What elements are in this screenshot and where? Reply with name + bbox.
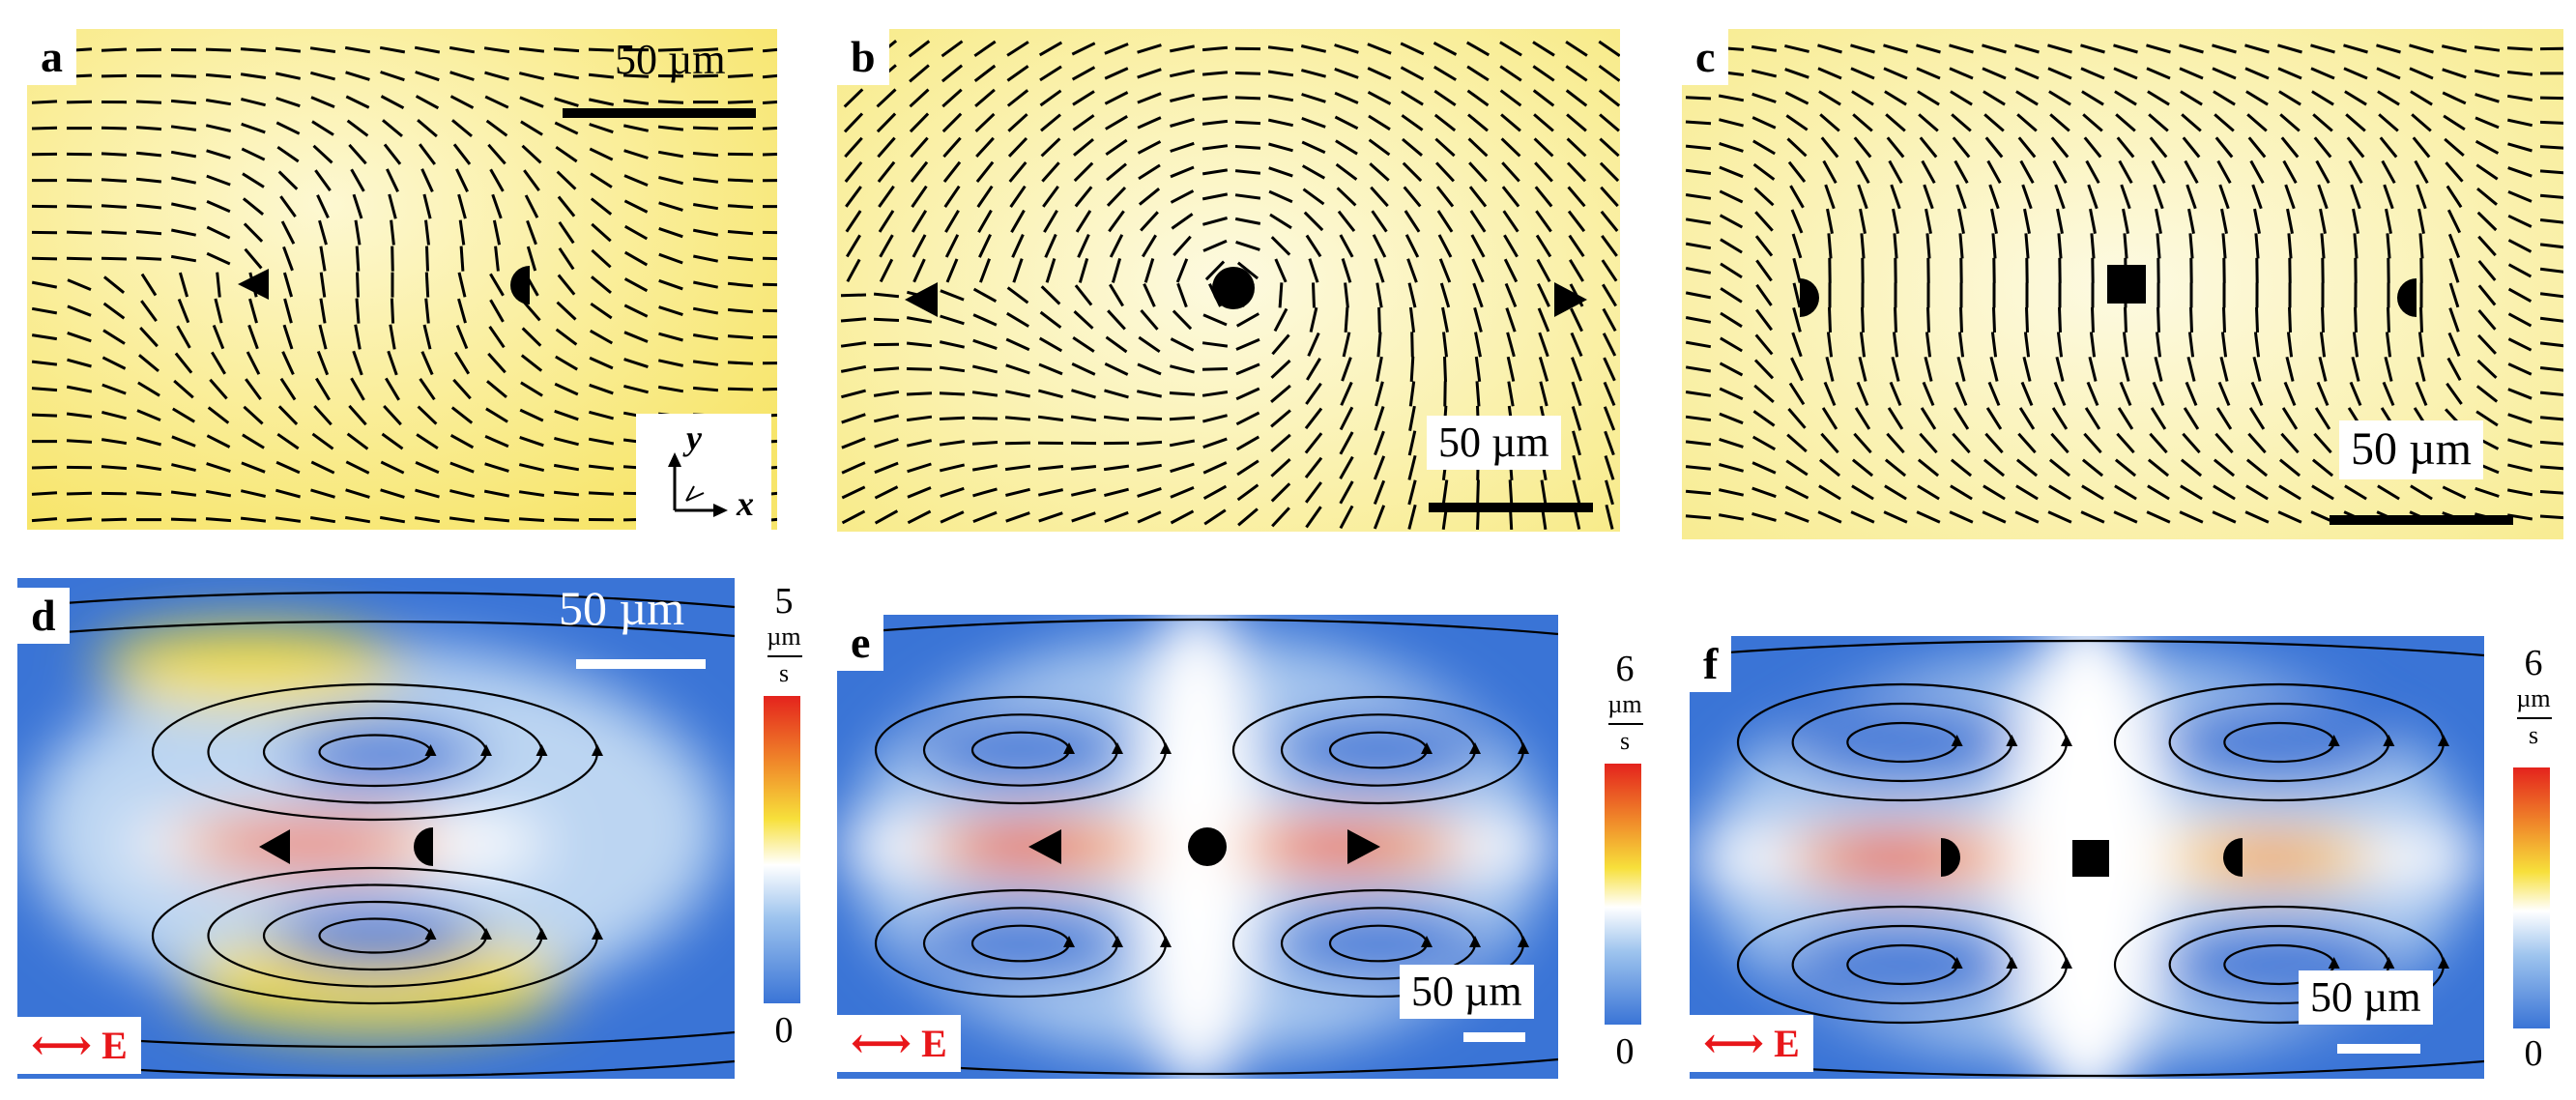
defect-halfdisk-right bbox=[2223, 838, 2243, 877]
defect-triangle-left bbox=[238, 269, 269, 300]
colorbar-unit-den: s bbox=[1619, 727, 1631, 755]
colorbar-min-e: 0 bbox=[1615, 1031, 1635, 1072]
efield-indicator-d: ⟷ E bbox=[17, 1017, 141, 1074]
panel-label-f: f bbox=[1690, 636, 1732, 692]
scale-bar-label-d: 50 µm bbox=[559, 581, 685, 635]
colorbar-e: 6 µm s 0 bbox=[1605, 648, 1663, 1073]
scale-bar-label-f: 50 µm bbox=[2299, 970, 2433, 1026]
axis-y-label: y bbox=[686, 419, 702, 457]
colorbar-unit-den: s bbox=[2528, 721, 2539, 749]
colorbar-max-e: 6 bbox=[1615, 649, 1635, 689]
panel-label-c: c bbox=[1682, 29, 1729, 85]
efield-indicator-e: ⟷ E bbox=[837, 1015, 961, 1072]
panel-d: d 50 µm ⟷ E bbox=[17, 578, 735, 1079]
colorbar-max-f: 6 bbox=[2524, 643, 2543, 683]
defect-halfdisk bbox=[510, 266, 530, 304]
colorbar-unit-num: µm bbox=[1607, 690, 1642, 718]
colorbar-min-f: 0 bbox=[2524, 1033, 2543, 1074]
panel-e: e 50 µm ⟷ E bbox=[837, 615, 1558, 1079]
colorbar-gradient-d bbox=[764, 696, 800, 1003]
colorbar-unit-num: µm bbox=[767, 622, 801, 651]
axis-x-label: x bbox=[737, 484, 754, 523]
defect-halfdisk-right bbox=[2397, 278, 2417, 317]
defect-triangle bbox=[259, 829, 290, 864]
efield-indicator-f: ⟷ E bbox=[1690, 1015, 1813, 1072]
flow-field-f bbox=[1690, 636, 2484, 1079]
double-arrow-icon: ⟷ bbox=[31, 1021, 93, 1069]
scale-bar-f bbox=[2337, 1044, 2420, 1054]
scale-bar-label-c: 50 µm bbox=[2339, 420, 2483, 479]
efield-label: E bbox=[101, 1024, 128, 1067]
colorbar-unit-line bbox=[767, 655, 802, 657]
scale-bar-b bbox=[1429, 503, 1593, 512]
colorbar-unit-den: s bbox=[778, 659, 790, 687]
efield-label: E bbox=[1774, 1022, 1800, 1065]
flow-field-e bbox=[837, 615, 1558, 1079]
scale-bar-d bbox=[576, 659, 706, 669]
scale-bar-label-a: 50 µm bbox=[615, 36, 726, 83]
scale-bar-label-b: 50 µm bbox=[1427, 416, 1561, 471]
colorbar-f: 6 µm s 0 bbox=[2513, 642, 2571, 1079]
scale-bar-c bbox=[2330, 515, 2513, 525]
panel-label-b: b bbox=[837, 29, 889, 85]
panel-b: b 50 µm bbox=[837, 29, 1620, 532]
defect-triangle-right bbox=[1347, 829, 1380, 864]
defect-disk bbox=[1188, 827, 1227, 866]
defect-halfdisk bbox=[414, 827, 433, 866]
scale-bar-a bbox=[563, 108, 756, 118]
panel-label-e: e bbox=[837, 615, 884, 671]
defect-triangle-left bbox=[1028, 829, 1061, 864]
colorbar-max-d: 5 bbox=[774, 581, 794, 622]
panel-f: f 50 µm ⟷ E bbox=[1690, 636, 2484, 1079]
efield-label: E bbox=[921, 1022, 947, 1065]
scale-bar-e bbox=[1463, 1032, 1525, 1042]
scale-bar-label-e: 50 µm bbox=[1400, 965, 1534, 1020]
defect-halfdisk-left bbox=[1941, 838, 1960, 877]
defect-triangle-left bbox=[905, 282, 938, 317]
colorbar-unit-line bbox=[2517, 717, 2552, 719]
defect-triangle-right bbox=[1554, 282, 1587, 317]
panel-a: a 50 µm y x bbox=[27, 29, 777, 530]
colorbar-unit-line bbox=[1608, 723, 1643, 725]
defect-halfdisk-left bbox=[1800, 278, 1819, 317]
defect-square bbox=[2107, 265, 2146, 304]
colorbar-min-d: 0 bbox=[774, 1010, 794, 1051]
defect-square bbox=[2072, 840, 2109, 877]
defect-disk bbox=[1212, 267, 1255, 309]
double-arrow-icon: ⟷ bbox=[851, 1019, 912, 1067]
colorbar-gradient-f bbox=[2513, 767, 2550, 1028]
double-arrow-icon: ⟷ bbox=[1703, 1019, 1765, 1067]
colorbar-d: 5 µm s 0 bbox=[764, 580, 822, 1051]
panel-label-d: d bbox=[17, 588, 70, 644]
flow-field-d bbox=[17, 578, 735, 1079]
colorbar-gradient-e bbox=[1605, 764, 1641, 1025]
axes-indicator: y x bbox=[636, 414, 771, 530]
colorbar-unit-num: µm bbox=[2516, 684, 2551, 712]
panel-label-a: a bbox=[27, 29, 76, 85]
panel-c: c 50 µm bbox=[1682, 29, 2563, 539]
